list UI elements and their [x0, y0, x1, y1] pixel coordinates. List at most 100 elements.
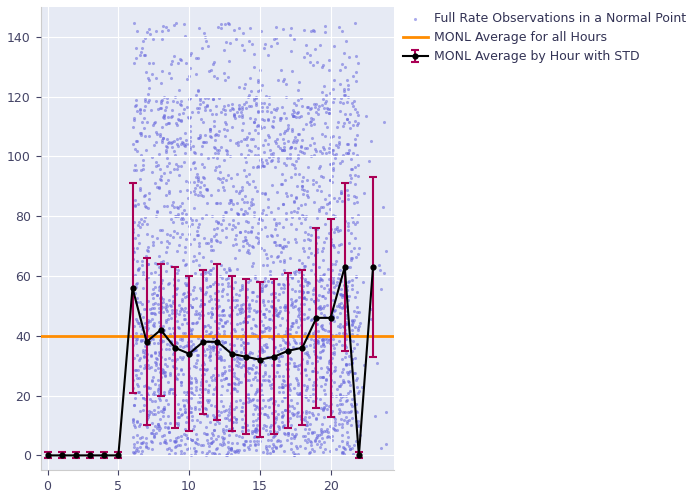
Full Rate Observations in a Normal Point: [179, 142, 190, 150]
Full Rate Observations in a Normal Point: [260, 426, 272, 434]
Full Rate Observations in a Normal Point: [243, 444, 254, 452]
Full Rate Observations in a Normal Point: [266, 290, 277, 298]
Full Rate Observations in a Normal Point: [339, 50, 350, 58]
Full Rate Observations in a Normal Point: [157, 112, 168, 120]
Full Rate Observations in a Normal Point: [264, 402, 275, 410]
Full Rate Observations in a Normal Point: [202, 450, 213, 458]
Full Rate Observations in a Normal Point: [136, 220, 148, 228]
Full Rate Observations in a Normal Point: [279, 266, 290, 274]
Full Rate Observations in a Normal Point: [198, 364, 209, 372]
Full Rate Observations in a Normal Point: [176, 320, 188, 328]
Full Rate Observations in a Normal Point: [211, 74, 222, 82]
Full Rate Observations in a Normal Point: [328, 132, 339, 140]
Full Rate Observations in a Normal Point: [278, 200, 289, 207]
Full Rate Observations in a Normal Point: [179, 332, 190, 340]
Full Rate Observations in a Normal Point: [316, 292, 328, 300]
Full Rate Observations in a Normal Point: [181, 280, 193, 288]
Full Rate Observations in a Normal Point: [146, 438, 158, 446]
Full Rate Observations in a Normal Point: [236, 407, 247, 415]
Full Rate Observations in a Normal Point: [164, 208, 176, 216]
Full Rate Observations in a Normal Point: [138, 336, 149, 344]
Full Rate Observations in a Normal Point: [317, 203, 328, 211]
Full Rate Observations in a Normal Point: [253, 76, 264, 84]
Full Rate Observations in a Normal Point: [298, 310, 309, 318]
Full Rate Observations in a Normal Point: [293, 204, 304, 212]
Full Rate Observations in a Normal Point: [245, 276, 256, 284]
Full Rate Observations in a Normal Point: [143, 391, 154, 399]
Full Rate Observations in a Normal Point: [281, 316, 293, 324]
Full Rate Observations in a Normal Point: [268, 105, 279, 113]
Full Rate Observations in a Normal Point: [323, 229, 335, 237]
Full Rate Observations in a Normal Point: [181, 273, 192, 281]
Full Rate Observations in a Normal Point: [262, 108, 273, 116]
Full Rate Observations in a Normal Point: [312, 337, 323, 345]
Full Rate Observations in a Normal Point: [292, 154, 303, 162]
Full Rate Observations in a Normal Point: [312, 356, 323, 364]
Full Rate Observations in a Normal Point: [146, 446, 158, 454]
Full Rate Observations in a Normal Point: [216, 178, 228, 186]
Full Rate Observations in a Normal Point: [172, 421, 183, 429]
Full Rate Observations in a Normal Point: [249, 115, 260, 123]
Full Rate Observations in a Normal Point: [169, 203, 180, 211]
Full Rate Observations in a Normal Point: [337, 27, 348, 35]
Full Rate Observations in a Normal Point: [262, 376, 274, 384]
Full Rate Observations in a Normal Point: [173, 370, 184, 378]
Full Rate Observations in a Normal Point: [213, 23, 224, 31]
Full Rate Observations in a Normal Point: [187, 389, 198, 397]
Full Rate Observations in a Normal Point: [154, 252, 165, 260]
Full Rate Observations in a Normal Point: [273, 372, 284, 380]
Full Rate Observations in a Normal Point: [272, 253, 283, 261]
Full Rate Observations in a Normal Point: [132, 221, 144, 229]
Full Rate Observations in a Normal Point: [321, 376, 332, 384]
Full Rate Observations in a Normal Point: [170, 338, 181, 346]
Full Rate Observations in a Normal Point: [174, 335, 186, 343]
Full Rate Observations in a Normal Point: [142, 415, 153, 423]
Full Rate Observations in a Normal Point: [280, 330, 291, 338]
Full Rate Observations in a Normal Point: [138, 406, 149, 414]
Full Rate Observations in a Normal Point: [160, 422, 171, 430]
Full Rate Observations in a Normal Point: [128, 354, 139, 362]
Full Rate Observations in a Normal Point: [271, 106, 282, 114]
Full Rate Observations in a Normal Point: [295, 314, 306, 322]
Full Rate Observations in a Normal Point: [371, 359, 382, 367]
Full Rate Observations in a Normal Point: [264, 93, 275, 101]
Full Rate Observations in a Normal Point: [172, 409, 183, 417]
Full Rate Observations in a Normal Point: [224, 348, 235, 356]
Full Rate Observations in a Normal Point: [225, 450, 237, 458]
Full Rate Observations in a Normal Point: [345, 421, 356, 429]
Full Rate Observations in a Normal Point: [256, 209, 267, 217]
Full Rate Observations in a Normal Point: [298, 292, 309, 300]
Full Rate Observations in a Normal Point: [230, 34, 241, 42]
Full Rate Observations in a Normal Point: [276, 382, 288, 390]
Full Rate Observations in a Normal Point: [144, 58, 155, 66]
Full Rate Observations in a Normal Point: [330, 306, 341, 314]
Full Rate Observations in a Normal Point: [303, 448, 314, 456]
Full Rate Observations in a Normal Point: [333, 302, 344, 310]
Full Rate Observations in a Normal Point: [287, 303, 298, 311]
Full Rate Observations in a Normal Point: [276, 114, 287, 122]
Full Rate Observations in a Normal Point: [269, 414, 280, 422]
Full Rate Observations in a Normal Point: [316, 304, 327, 312]
Full Rate Observations in a Normal Point: [351, 340, 363, 347]
Full Rate Observations in a Normal Point: [178, 105, 190, 113]
Full Rate Observations in a Normal Point: [224, 416, 235, 424]
Full Rate Observations in a Normal Point: [199, 32, 211, 40]
Full Rate Observations in a Normal Point: [162, 98, 173, 106]
Full Rate Observations in a Normal Point: [339, 444, 350, 452]
Full Rate Observations in a Normal Point: [215, 346, 226, 354]
Full Rate Observations in a Normal Point: [343, 370, 354, 378]
Full Rate Observations in a Normal Point: [179, 440, 190, 448]
Full Rate Observations in a Normal Point: [206, 439, 217, 447]
Full Rate Observations in a Normal Point: [302, 281, 313, 289]
Full Rate Observations in a Normal Point: [304, 244, 315, 252]
Full Rate Observations in a Normal Point: [333, 281, 344, 289]
Full Rate Observations in a Normal Point: [157, 35, 168, 43]
Full Rate Observations in a Normal Point: [256, 124, 267, 132]
Full Rate Observations in a Normal Point: [291, 389, 302, 397]
Full Rate Observations in a Normal Point: [334, 396, 345, 404]
Full Rate Observations in a Normal Point: [161, 230, 172, 238]
Full Rate Observations in a Normal Point: [234, 307, 246, 315]
Full Rate Observations in a Normal Point: [139, 348, 150, 356]
Full Rate Observations in a Normal Point: [286, 355, 297, 363]
Full Rate Observations in a Normal Point: [301, 191, 312, 199]
